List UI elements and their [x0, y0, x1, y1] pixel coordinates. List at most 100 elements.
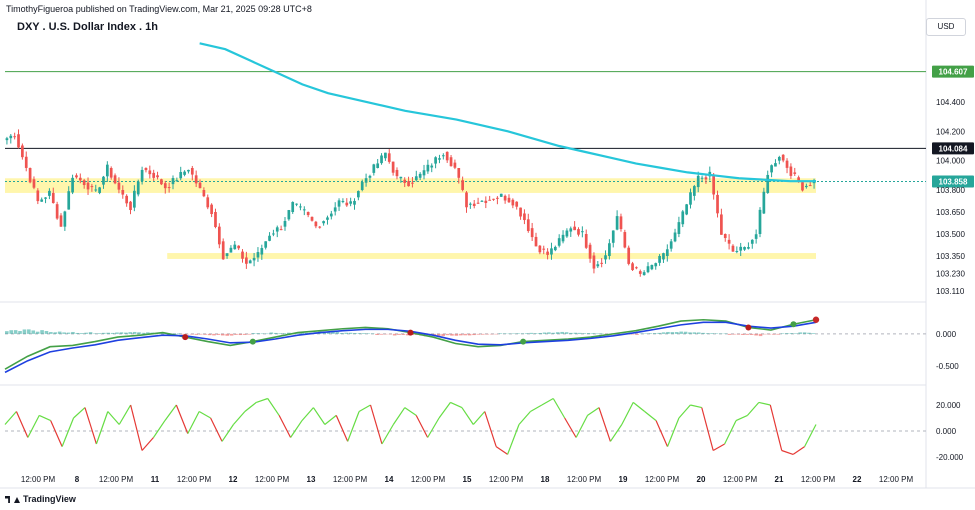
osc-segment [598, 407, 611, 442]
osc-y-tick-2: -20.000 [936, 453, 964, 462]
candle-body [619, 216, 623, 230]
macd-histogram-bar [789, 333, 794, 334]
osc-y-tick-1: 0.000 [936, 427, 957, 436]
macd-histogram-bar [247, 333, 252, 335]
candle-body [129, 201, 132, 211]
macd-histogram-bar [322, 332, 326, 334]
macd-histogram-bar [679, 331, 683, 334]
macd-histogram-bar [256, 333, 260, 334]
macd-histogram-bar [485, 333, 490, 335]
candle-body [21, 145, 24, 158]
osc-segment [712, 443, 725, 452]
macd-histogram-bar [243, 333, 247, 335]
candle-body [422, 170, 426, 176]
candle-body [523, 213, 526, 221]
macd-histogram-bar [560, 331, 564, 334]
candle-body [341, 200, 345, 202]
macd-line-0 [4, 318, 817, 370]
macd-histogram-bar [5, 331, 9, 334]
candle-body [48, 190, 51, 196]
macd-histogram-bar [644, 333, 648, 334]
osc-segment [198, 410, 211, 419]
macd-histogram-bar [229, 333, 234, 336]
candle-body [592, 255, 596, 269]
candle-body [233, 244, 237, 250]
x-tick-11: 15 [463, 475, 472, 484]
macd-histogram-bar [802, 332, 807, 334]
candle-body [685, 204, 688, 215]
candle-body [5, 138, 9, 141]
osc-segment [15, 411, 29, 438]
macd-histogram-bar [798, 332, 802, 334]
macd-histogram-bar [366, 333, 371, 334]
candle-body [36, 190, 40, 202]
candle-body [59, 215, 63, 227]
candle-body [673, 232, 677, 242]
osc-segment [301, 407, 314, 421]
macd-cross-dot [407, 329, 414, 336]
macd-histogram-bar [401, 333, 406, 335]
osc-segment [392, 407, 406, 425]
candle-body [611, 230, 615, 243]
macd-histogram-bar [251, 333, 256, 334]
candle-body [71, 177, 74, 193]
brand-logo[interactable]: TradingView [5, 494, 76, 504]
macd-histogram-bar [458, 333, 463, 336]
candle-body [360, 182, 364, 190]
macd-histogram-bar [639, 333, 644, 335]
y-tick-1: 104.200 [936, 127, 965, 136]
candle-body [623, 232, 627, 248]
candle-body [256, 252, 260, 258]
x-tick-7: 13 [307, 475, 316, 484]
macd-histogram-bar [648, 333, 653, 334]
candle-body [457, 168, 461, 178]
x-tick-17: 20 [697, 475, 706, 484]
macd-histogram-bar [529, 332, 534, 334]
osc-segment [278, 415, 292, 438]
candle-body [777, 156, 781, 161]
candle-body [109, 168, 113, 178]
candle-body [488, 199, 492, 201]
macd-histogram-bar [101, 332, 106, 334]
osc-segment [347, 411, 360, 442]
candle-body [32, 179, 36, 188]
macd-histogram-bar [586, 333, 591, 334]
osc-segment [221, 424, 234, 442]
candle-body [418, 173, 422, 178]
osc-segment [495, 446, 508, 455]
macd-histogram-bar [489, 333, 494, 335]
candle-body [600, 262, 604, 264]
candle-body [503, 195, 507, 201]
macd-histogram-bar [785, 333, 789, 334]
candle-body [202, 190, 206, 197]
candle-body [654, 263, 658, 267]
osc-segment [118, 404, 132, 425]
macd-histogram-bar [331, 332, 335, 334]
symbol-title[interactable]: DXY . U.S. Dollar Index . 1h [17, 21, 159, 33]
osc-segment [781, 449, 794, 455]
osc-segment [724, 420, 737, 445]
macd-histogram-bar [727, 333, 732, 335]
macd-histogram-bar [577, 332, 582, 334]
osc-segment [164, 404, 177, 421]
candle-body [642, 272, 646, 276]
macd-histogram-bar [600, 333, 604, 335]
macd-histogram-bar [749, 333, 754, 335]
candle-body [723, 234, 727, 239]
tradingview-triangle-icon [14, 497, 20, 503]
candle-body [720, 214, 723, 235]
macd-histogram-bar [13, 330, 18, 334]
osc-segment [541, 397, 554, 406]
macd-histogram-bar [203, 333, 207, 335]
y-tick-3: 103.800 [936, 186, 965, 195]
support-zone-1 [167, 253, 816, 259]
macd-histogram-bar [132, 331, 137, 334]
macd-histogram-bar [476, 333, 481, 335]
currency-button[interactable]: USD [926, 18, 966, 36]
macd-histogram-bar [282, 333, 287, 334]
candle-body [739, 246, 743, 251]
macd-histogram-bar [84, 332, 88, 334]
candle-body [499, 193, 503, 197]
candle-body [283, 221, 287, 227]
macd-histogram-bar [18, 331, 22, 334]
